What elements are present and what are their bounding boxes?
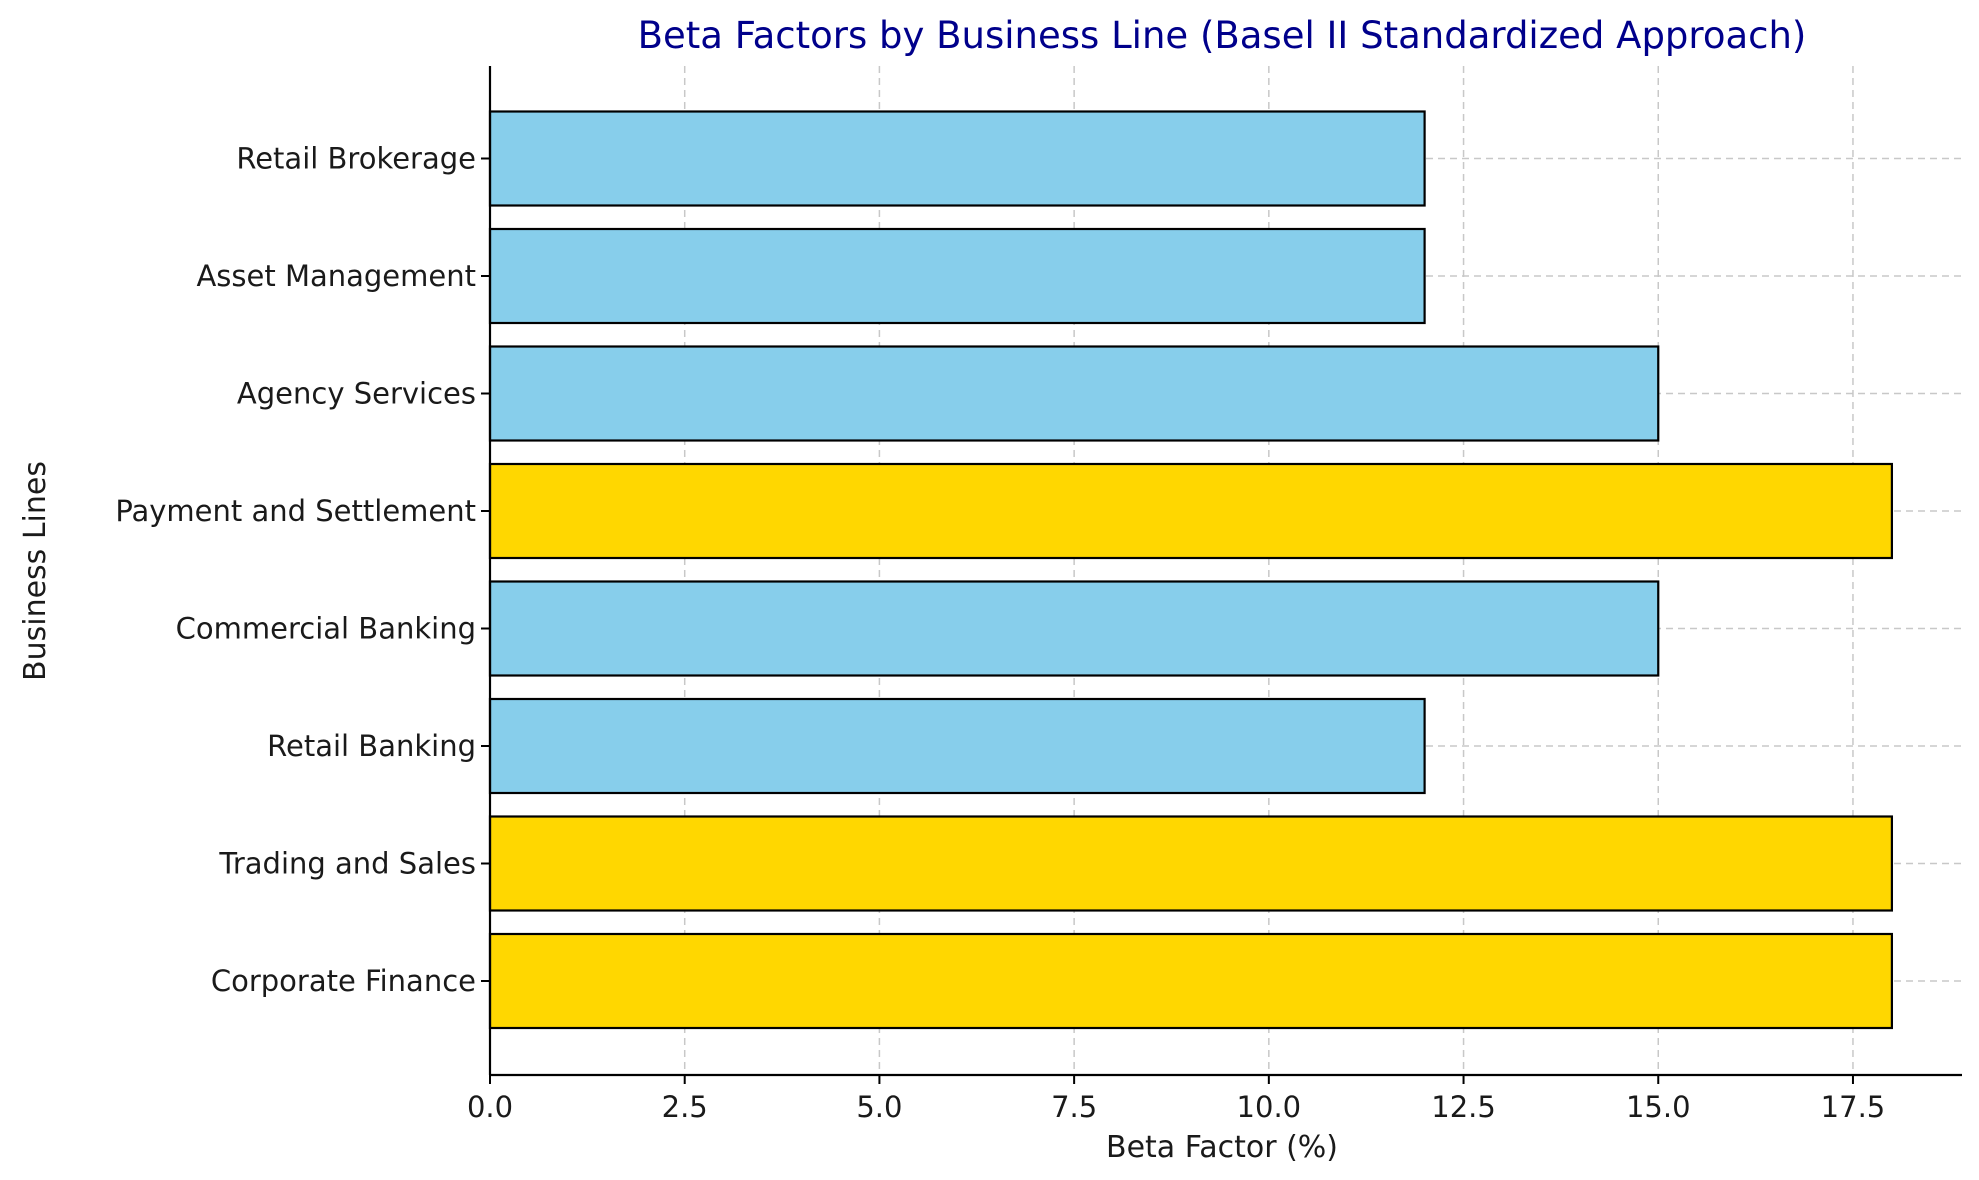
bar: [488, 110, 1426, 207]
y-ticks: Corporate Finance Trading and Sales Retail…: [115, 142, 490, 998]
y-tick-label: Retail Banking: [267, 729, 476, 763]
axes: [488, 66, 1962, 1077]
y-axis-label: Business Lines: [18, 461, 53, 681]
bar: [488, 697, 1426, 795]
y-tick-label: Trading and Sales: [218, 847, 476, 881]
y-tick-label: Payment and Settlement: [115, 494, 476, 528]
x-tick-label: 2.5: [662, 1090, 708, 1124]
x-ticks: 0.0 2.5 5.0 7.5 10.0 12.5 15.0 17.5: [467, 1075, 1885, 1124]
x-tick-label: 0.0: [467, 1090, 513, 1124]
x-tick-label: 17.5: [1821, 1090, 1886, 1124]
bar: [488, 815, 1894, 912]
chart-title: Beta Factors by Business Line (Basel II …: [638, 14, 1807, 57]
y-tick-label: Agency Services: [237, 377, 476, 411]
bar: [488, 462, 1894, 560]
y-tick-label: Retail Brokerage: [236, 142, 476, 176]
bar: [488, 580, 1660, 677]
bar: [488, 345, 1660, 442]
x-tick-label: 15.0: [1626, 1090, 1691, 1124]
bar: [488, 227, 1426, 325]
bar: [488, 932, 1894, 1030]
y-tick-label: Corporate Finance: [211, 964, 476, 998]
bars: [488, 110, 1894, 1030]
x-axis-label: Beta Factor (%): [1106, 1130, 1338, 1165]
x-tick-label: 12.5: [1431, 1090, 1496, 1124]
y-tick-label: Commercial Banking: [176, 612, 476, 646]
grid-lines: [489, 66, 1962, 1075]
x-tick-label: 7.5: [1051, 1090, 1097, 1124]
y-tick-label: Asset Management: [196, 259, 476, 293]
x-tick-label: 5.0: [856, 1090, 902, 1124]
x-tick-label: 10.0: [1237, 1090, 1302, 1124]
